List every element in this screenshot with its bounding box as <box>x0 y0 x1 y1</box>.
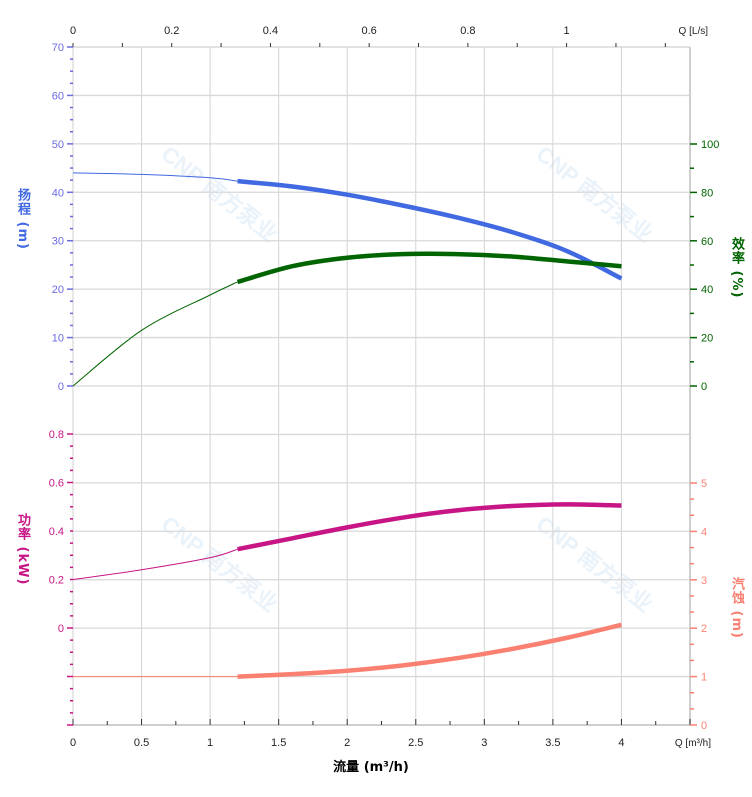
efficiency-tick-label: 0 <box>701 381 707 393</box>
x2-tick-label: 0.2 <box>164 25 179 37</box>
x2-tick-label: 1 <box>564 25 570 37</box>
head-tick-label: 70 <box>52 42 64 54</box>
power-curve <box>237 502 622 552</box>
x-tick-label: 1 <box>207 737 213 749</box>
power-tick-label: 0.6 <box>49 478 64 490</box>
efficiency-tick-label: 60 <box>701 236 713 248</box>
x-tick-label: 4 <box>618 737 624 749</box>
x2-tick-label: 0.4 <box>263 25 278 37</box>
x-tick-label: 3 <box>481 737 487 749</box>
efficiency-tick-label: 20 <box>701 333 713 345</box>
efficiency-tick-label: 80 <box>701 187 713 199</box>
head-tick-label: 10 <box>52 333 64 345</box>
x-axis-title: 流量 (m³/h) <box>333 760 409 775</box>
x-tick-label: 2.5 <box>408 737 423 749</box>
x-tick-label: 1.5 <box>271 737 286 749</box>
x-tick-label: 3.5 <box>545 737 560 749</box>
watermark-logo: CNP 南方泵业 <box>157 141 283 247</box>
power-tick-label: 0.2 <box>49 575 64 587</box>
head-axis-title: 扬程 (m) <box>15 188 30 250</box>
head-tick-label: 50 <box>52 139 64 151</box>
x2-axis-unit-label: Q [L/s] <box>679 26 709 37</box>
efficiency-tick-label: 40 <box>701 284 713 296</box>
watermark-logo: CNP 南方泵业 <box>532 511 658 617</box>
efficiency-curve <box>236 251 622 285</box>
watermark-logo: CNP 南方泵业 <box>532 141 658 247</box>
power-tick-label: 0 <box>58 623 64 635</box>
npsh-tick-label: 2 <box>701 623 707 635</box>
x-tick-label: 0.5 <box>134 737 149 749</box>
efficiency-axis-title: 效率 (%) <box>729 237 744 299</box>
efficiency-tick-label: 100 <box>701 139 719 151</box>
npsh-tick-label: 1 <box>701 672 707 684</box>
power-axis-title: 功率 (kW) <box>15 513 30 586</box>
npsh-curve <box>237 622 622 679</box>
x2-tick-label: 0.8 <box>460 25 475 37</box>
head-tick-label: 40 <box>52 187 64 199</box>
efficiency-curve-thin <box>72 281 238 387</box>
power-tick-label: 0.8 <box>49 429 64 441</box>
head-curve-thin <box>72 172 238 182</box>
head-tick-label: 20 <box>52 284 64 296</box>
power-curve-thin <box>72 548 238 580</box>
npsh-tick-label: 4 <box>701 526 707 538</box>
npsh-tick-label: 5 <box>701 478 707 490</box>
head-tick-label: 30 <box>52 236 64 248</box>
head-tick-label: 60 <box>52 90 64 102</box>
x-tick-label: 0 <box>70 737 76 749</box>
x-tick-label: 2 <box>344 737 350 749</box>
head-curve <box>237 178 623 281</box>
npsh-axis-title: 汽蚀 (m) <box>729 577 744 639</box>
x2-tick-label: 0 <box>70 25 76 37</box>
head-tick-label: 0 <box>58 381 64 393</box>
power-tick-label: 0.4 <box>49 526 64 538</box>
npsh-tick-label: 3 <box>701 575 707 587</box>
npsh-tick-label: 0 <box>701 720 707 732</box>
x-axis-unit-label: Q [m³/h] <box>675 738 711 749</box>
x2-tick-label: 0.6 <box>362 25 377 37</box>
